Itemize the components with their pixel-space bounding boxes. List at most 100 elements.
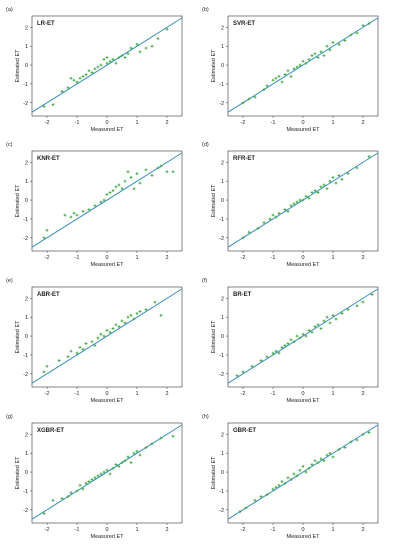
chart-title: SVR-ET [233, 21, 255, 27]
y-tick-label: 1 [25, 451, 28, 457]
data-point [283, 208, 287, 211]
y-tick-label: -2 [23, 236, 28, 242]
x-tick-label: 0 [105, 527, 108, 533]
data-point [271, 351, 275, 355]
data-point [105, 468, 109, 472]
data-point [120, 461, 124, 465]
x-tick-label: 2 [361, 527, 364, 533]
data-point [144, 308, 148, 312]
data-point [120, 187, 124, 191]
y-tick-label: 2 [221, 160, 224, 166]
x-tick-label: -1 [271, 391, 276, 397]
data-point [42, 105, 46, 108]
y-tick-label: 2 [25, 296, 28, 302]
data-point [289, 74, 293, 78]
x-axis-label: Measured ET [90, 534, 124, 540]
y-axis-label: Estimated ET [15, 456, 21, 490]
data-point [271, 487, 275, 491]
data-point [45, 364, 49, 368]
data-point [45, 228, 49, 232]
plot-frame [227, 422, 379, 524]
data-point [90, 340, 94, 344]
data-point [87, 69, 91, 73]
chart-panel-6: (f) BR-ET -2 -1 0 1 2 -2 -1 0 1 2 Measured ET Estimat… [202, 278, 379, 404]
data-point [253, 95, 257, 99]
y-axis-label: Estimated ET [211, 184, 217, 218]
data-point [105, 56, 109, 59]
data-point [81, 347, 85, 351]
data-point [289, 338, 293, 342]
chart-title: BR-ET [233, 292, 252, 298]
data-point [295, 334, 299, 338]
data-point [108, 191, 112, 194]
y-tick-label: -1 [23, 489, 28, 495]
data-point [274, 485, 278, 489]
data-point [102, 57, 106, 61]
x-tick-label: -2 [45, 391, 50, 397]
data-point [331, 41, 335, 44]
chart-title: KNR-ET [37, 156, 60, 162]
y-tick-label: 2 [221, 25, 224, 31]
data-point [159, 164, 163, 168]
data-point [153, 300, 157, 304]
reference-line [227, 17, 379, 113]
data-point [319, 327, 323, 330]
data-point [135, 172, 139, 176]
data-point [78, 483, 82, 487]
data-point [123, 321, 127, 325]
chart-title: LR-ET [37, 21, 55, 27]
data-point [81, 74, 85, 78]
data-point [259, 359, 263, 362]
data-point [93, 67, 97, 71]
y-tick-label: 2 [25, 160, 28, 166]
y-tick-label: -2 [219, 508, 224, 514]
y-tick-label: -1 [23, 353, 28, 359]
data-point [265, 84, 269, 88]
x-tick-label: 2 [361, 255, 364, 261]
data-point [96, 474, 100, 478]
data-point [244, 506, 248, 510]
data-point [346, 308, 350, 312]
data-point [69, 349, 73, 353]
data-point [247, 230, 251, 234]
data-point [99, 200, 103, 204]
data-point [51, 103, 55, 107]
y-tick-label: -2 [219, 236, 224, 242]
y-tick-label: 2 [25, 432, 28, 438]
data-point [280, 80, 284, 84]
data-point [132, 451, 136, 455]
chart-panel-3: (c) KNR-ET -2 -1 0 1 2 -2 -1 0 1 2 Measured ET Estima… [6, 142, 183, 268]
chart-panel-2: (b) SVR-ET -2 -1 0 1 2 -2 -1 0 1 2 Measured ET Estima… [202, 7, 379, 133]
data-point [150, 442, 154, 446]
data-point [108, 330, 112, 334]
reference-line [31, 17, 183, 113]
data-point [301, 464, 305, 468]
data-point [262, 88, 266, 91]
data-point [117, 56, 121, 59]
data-point [268, 217, 272, 221]
y-tick-label: 2 [25, 25, 28, 31]
x-tick-label: -1 [271, 120, 276, 126]
plot-frame [31, 15, 183, 117]
data-point [298, 336, 302, 340]
y-axis-label: Estimated ET [211, 49, 217, 83]
data-point [256, 226, 260, 230]
y-tick-label: 0 [221, 470, 224, 476]
y-axis-label: Estimated ET [15, 320, 21, 354]
x-tick-label: 2 [165, 255, 168, 261]
data-point [292, 202, 296, 206]
data-point [78, 76, 82, 80]
data-point [69, 215, 73, 219]
y-axis-label: Estimated ET [211, 320, 217, 354]
data-point [72, 78, 76, 82]
data-point [117, 325, 121, 329]
y-tick-label: 0 [25, 198, 28, 204]
data-point [238, 510, 242, 514]
data-point [150, 44, 154, 48]
y-tick-label: 0 [221, 198, 224, 204]
x-tick-label: 2 [165, 527, 168, 533]
x-tick-label: 0 [105, 391, 108, 397]
data-point [340, 312, 344, 315]
data-point [75, 80, 79, 84]
